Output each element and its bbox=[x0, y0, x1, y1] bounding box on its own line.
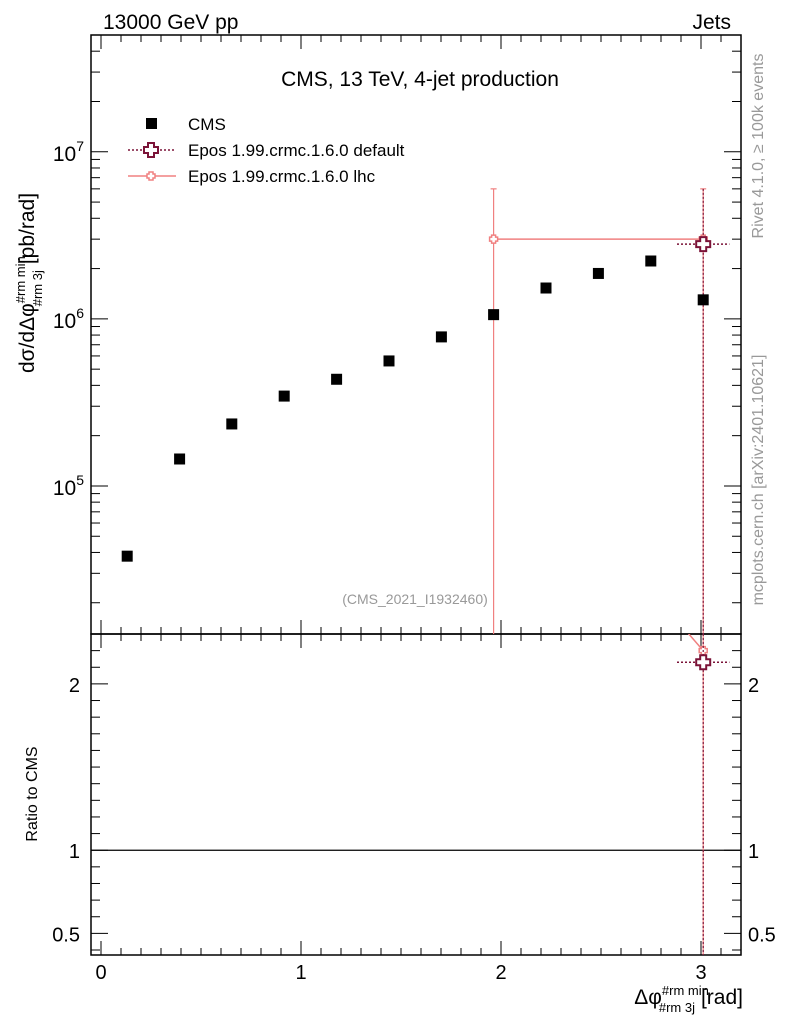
cms-data-point bbox=[645, 255, 657, 267]
header-left: 13000 GeV pp bbox=[103, 11, 238, 34]
x-tick-label: 3 bbox=[695, 962, 706, 984]
mcplots-label: mcplots.cern.ch [arXiv:2401.10621] bbox=[750, 355, 767, 606]
x-tick-label: 0 bbox=[95, 962, 106, 984]
x-axis-label: Δφ#rm min #rm 3j [rad] bbox=[634, 983, 743, 1015]
cms-data-point bbox=[331, 373, 343, 385]
chart-title: CMS, 13 TeV, 4-jet production bbox=[281, 68, 559, 91]
epos-default-marker bbox=[695, 236, 712, 253]
ratio-epos-lhc-line bbox=[687, 634, 704, 652]
legend-entry-epos-lhc: Epos 1.99.crmc.1.6.0 lhc bbox=[128, 167, 376, 186]
cms-data-point bbox=[383, 355, 395, 367]
ratio-tick-label-right: 1 bbox=[748, 841, 759, 863]
x-tick-label: 2 bbox=[495, 962, 506, 984]
ratio-tick-label-right: 2 bbox=[748, 675, 759, 697]
ratio-tick-label-right: 0.5 bbox=[748, 924, 776, 946]
legend-marker-epos-default bbox=[143, 142, 159, 158]
cms-data-point bbox=[121, 550, 133, 562]
ratio-tick-label-left: 0.5 bbox=[52, 924, 80, 946]
legend-marker-cms bbox=[146, 118, 157, 129]
cms-data-point bbox=[435, 331, 447, 343]
y-tick-label-exp: 5 bbox=[76, 472, 84, 488]
y-tick-label-base: 10 bbox=[53, 310, 76, 333]
cms-data-point bbox=[697, 294, 709, 306]
legend-label-epos-default: Epos 1.99.crmc.1.6.0 default bbox=[188, 141, 405, 160]
ratio-tick-label-left: 1 bbox=[69, 841, 80, 863]
x-tick-label: 1 bbox=[295, 962, 306, 984]
cms-data-point bbox=[592, 267, 604, 279]
cms-data-point bbox=[278, 390, 290, 402]
header-right: Jets bbox=[692, 11, 731, 34]
ratio-plot-frame bbox=[90, 633, 742, 956]
y-tick-label: 107 bbox=[53, 138, 84, 166]
cms-data-point bbox=[540, 282, 552, 294]
legend-marker-epos-lhc bbox=[146, 171, 156, 181]
legend: CMS Epos 1.99.crmc.1.6.0 default Epos 1.… bbox=[128, 115, 405, 186]
rivet-version-label: Rivet 4.1.0, ≥ 100k events bbox=[750, 54, 767, 239]
y-tick-label: 105 bbox=[53, 472, 84, 500]
legend-entry-epos-default: Epos 1.99.crmc.1.6.0 default bbox=[128, 141, 405, 160]
y-tick-label: 106 bbox=[53, 305, 84, 333]
ratio-axis-label: Ratio to CMS bbox=[24, 746, 41, 841]
legend-entry-cms: CMS bbox=[146, 115, 226, 134]
cms-data-point bbox=[488, 309, 500, 321]
y-tick-label-base: 10 bbox=[53, 477, 76, 500]
analysis-watermark: (CMS_2021_I1932460) bbox=[342, 591, 488, 607]
ratio-data-layer bbox=[677, 634, 730, 955]
y-tick-label-exp: 7 bbox=[76, 138, 84, 154]
y-tick-label-base: 10 bbox=[53, 143, 76, 166]
legend-label-epos-lhc: Epos 1.99.crmc.1.6.0 lhc bbox=[188, 167, 376, 186]
epos-lhc-marker bbox=[488, 234, 499, 244]
main-data-layer bbox=[121, 188, 730, 634]
ratio-axis-ticks: 0 1 2 3 0.5 0.5 1 1 2 2 bbox=[52, 634, 776, 984]
y-tick-label-exp: 6 bbox=[76, 305, 84, 321]
ratio-epos-default-marker bbox=[695, 654, 712, 671]
ratio-tick-label-left: 2 bbox=[69, 675, 80, 697]
legend-label-cms: CMS bbox=[188, 115, 226, 134]
y-axis-label: dσ/dΔφ#rm min #rm 3j[pb/rad] bbox=[13, 193, 45, 373]
cms-data-point bbox=[226, 418, 238, 430]
cms-data-point bbox=[174, 453, 186, 465]
